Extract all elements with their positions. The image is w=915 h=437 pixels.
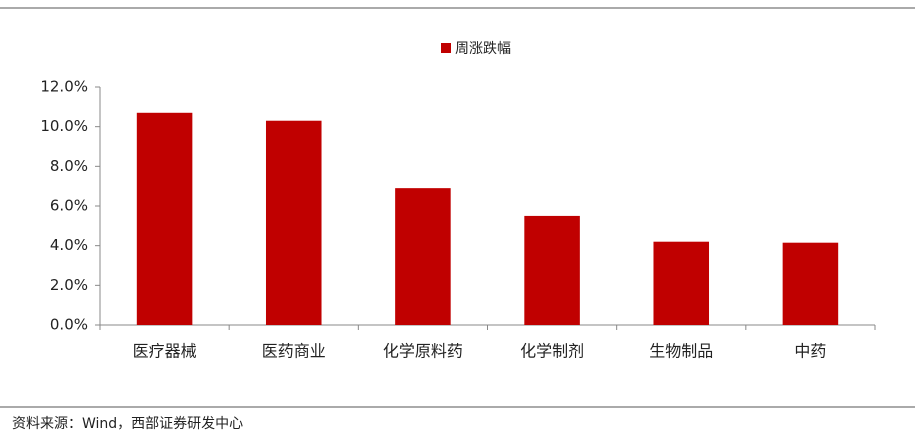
y-tick-label: 10.0% [40,117,88,135]
x-tick-label: 生物制品 [649,342,713,361]
y-tick-label: 6.0% [50,197,88,215]
x-tick-label: 医疗器械 [133,342,197,361]
source-note: 资料来源：Wind，西部证券研发中心 [12,416,243,432]
x-tick-label: 医药商业 [262,342,326,361]
legend-swatch [441,43,451,53]
x-tick-label: 化学制剂 [520,342,584,361]
y-tick-label: 4.0% [50,236,88,254]
bar [524,215,580,325]
bar [265,120,322,325]
y-tick-label: 2.0% [50,276,88,294]
x-tick-label: 中药 [794,342,826,361]
bar [395,188,451,325]
bar [653,241,710,325]
legend-label: 周涨跌幅 [455,41,511,57]
y-tick-label: 8.0% [50,157,88,175]
bar [136,112,193,326]
y-tick-label: 0.0% [50,316,88,334]
x-tick-label: 化学原料药 [383,342,463,361]
y-tick-label: 12.0% [40,78,88,96]
bar [782,242,839,325]
